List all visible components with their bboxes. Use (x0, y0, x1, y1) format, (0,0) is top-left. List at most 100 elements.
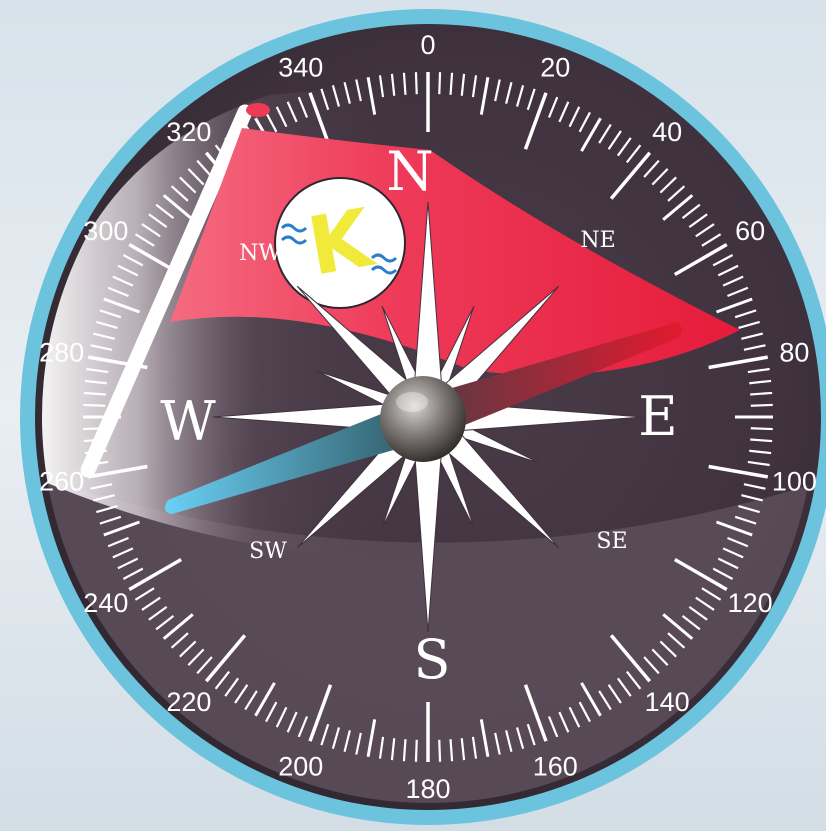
degree-tick (107, 536, 129, 548)
degree-tick (695, 596, 715, 611)
degree-tick (308, 684, 333, 742)
degree-tick (568, 106, 581, 128)
degree-label-60: 60 (735, 216, 765, 246)
degree-tick (122, 254, 144, 267)
degree-tick (558, 711, 570, 733)
degree-tick (681, 614, 701, 631)
degree-tick (607, 684, 622, 704)
degree-label-340: 340 (278, 52, 323, 82)
degree-tick (616, 137, 632, 157)
degree-tick (722, 547, 744, 559)
degree-tick (438, 72, 442, 95)
degree-tick (162, 613, 194, 640)
degree-tick (196, 159, 213, 178)
degree-tick (479, 76, 490, 115)
degree-tick (170, 632, 189, 649)
degree-tick (515, 727, 525, 749)
degree-tick (366, 76, 377, 115)
degree-tick (673, 242, 728, 277)
degree-tick (320, 723, 330, 746)
degree-label-240: 240 (83, 588, 128, 618)
degree-tick (712, 567, 734, 580)
degree-tick (83, 391, 106, 396)
degree-tick (460, 738, 466, 761)
degree-tick (494, 732, 501, 755)
degree-tick (659, 176, 677, 194)
degree-tick (743, 344, 766, 351)
degree-tick (607, 130, 622, 150)
degree-tick (750, 438, 773, 443)
degree-tick (414, 72, 418, 95)
intercardinal-northwest: NW (239, 241, 281, 266)
degree-tick (402, 739, 407, 762)
degree-tick-ring (83, 72, 773, 762)
degree-tick (715, 520, 753, 537)
degree-tick (117, 264, 139, 277)
degree-tick (96, 504, 118, 514)
degree-tick (355, 79, 362, 102)
degree-label-280: 280 (39, 337, 84, 367)
degree-tick (92, 332, 115, 340)
degree-tick (568, 706, 581, 728)
degree-tick (662, 194, 694, 221)
intercardinal-southwest: SW (249, 539, 287, 564)
degree-tick (547, 716, 559, 738)
degree-tick (90, 483, 113, 490)
degree-tick (734, 309, 757, 319)
degree-tick (471, 736, 478, 759)
degree-tick (254, 682, 276, 717)
degree-tick (449, 72, 454, 95)
degree-tick (92, 494, 115, 502)
degree-tick (580, 682, 602, 717)
degree-tick (708, 355, 769, 370)
degree-tick (390, 73, 396, 96)
degree-tick (747, 460, 770, 467)
degree-label-160: 160 (533, 752, 578, 782)
degree-tick (275, 706, 288, 728)
degree-tick (609, 151, 652, 200)
degree-label-40: 40 (652, 117, 682, 147)
degree-tick (734, 515, 757, 525)
degree-tick (750, 403, 773, 407)
degree-tick (128, 557, 183, 592)
degree-label-180: 180 (405, 774, 450, 804)
degree-tick (103, 297, 141, 314)
degree-tick (523, 92, 548, 150)
degree-tick (523, 684, 548, 742)
degree-tick (297, 716, 309, 738)
degree-label-80: 80 (779, 337, 809, 367)
degree-tick (494, 79, 501, 102)
degree-tick (673, 557, 728, 592)
flag-pole (80, 104, 253, 478)
degree-tick (479, 719, 490, 758)
flag-pole-tip (246, 103, 270, 117)
degree-tick (651, 648, 669, 666)
degree-label-300: 300 (83, 216, 128, 246)
degree-tick (162, 194, 194, 221)
degree-tick (90, 344, 113, 351)
degree-tick (738, 504, 760, 514)
degree-tick (558, 101, 570, 123)
degree-tick (688, 213, 708, 229)
degree-tick (355, 732, 362, 755)
degree-tick (688, 605, 708, 621)
degree-tick (83, 403, 106, 407)
cardinal-east: E (638, 385, 677, 448)
degree-tick (471, 75, 478, 98)
degree-tick (578, 701, 591, 723)
degree-tick (286, 711, 298, 733)
degree-tick (701, 587, 722, 601)
degree-tick (378, 75, 385, 98)
degree-tick (187, 648, 205, 666)
degree-tick (727, 536, 749, 548)
degree-tick (134, 587, 155, 601)
degree-label-320: 320 (166, 117, 211, 147)
degree-tick (580, 117, 602, 152)
degree-tick (331, 85, 341, 107)
degree-tick (286, 101, 298, 123)
degree-tick (727, 286, 749, 298)
degree-tick (179, 640, 197, 658)
degree-tick (741, 332, 764, 340)
cardinal-west: W (160, 390, 216, 453)
